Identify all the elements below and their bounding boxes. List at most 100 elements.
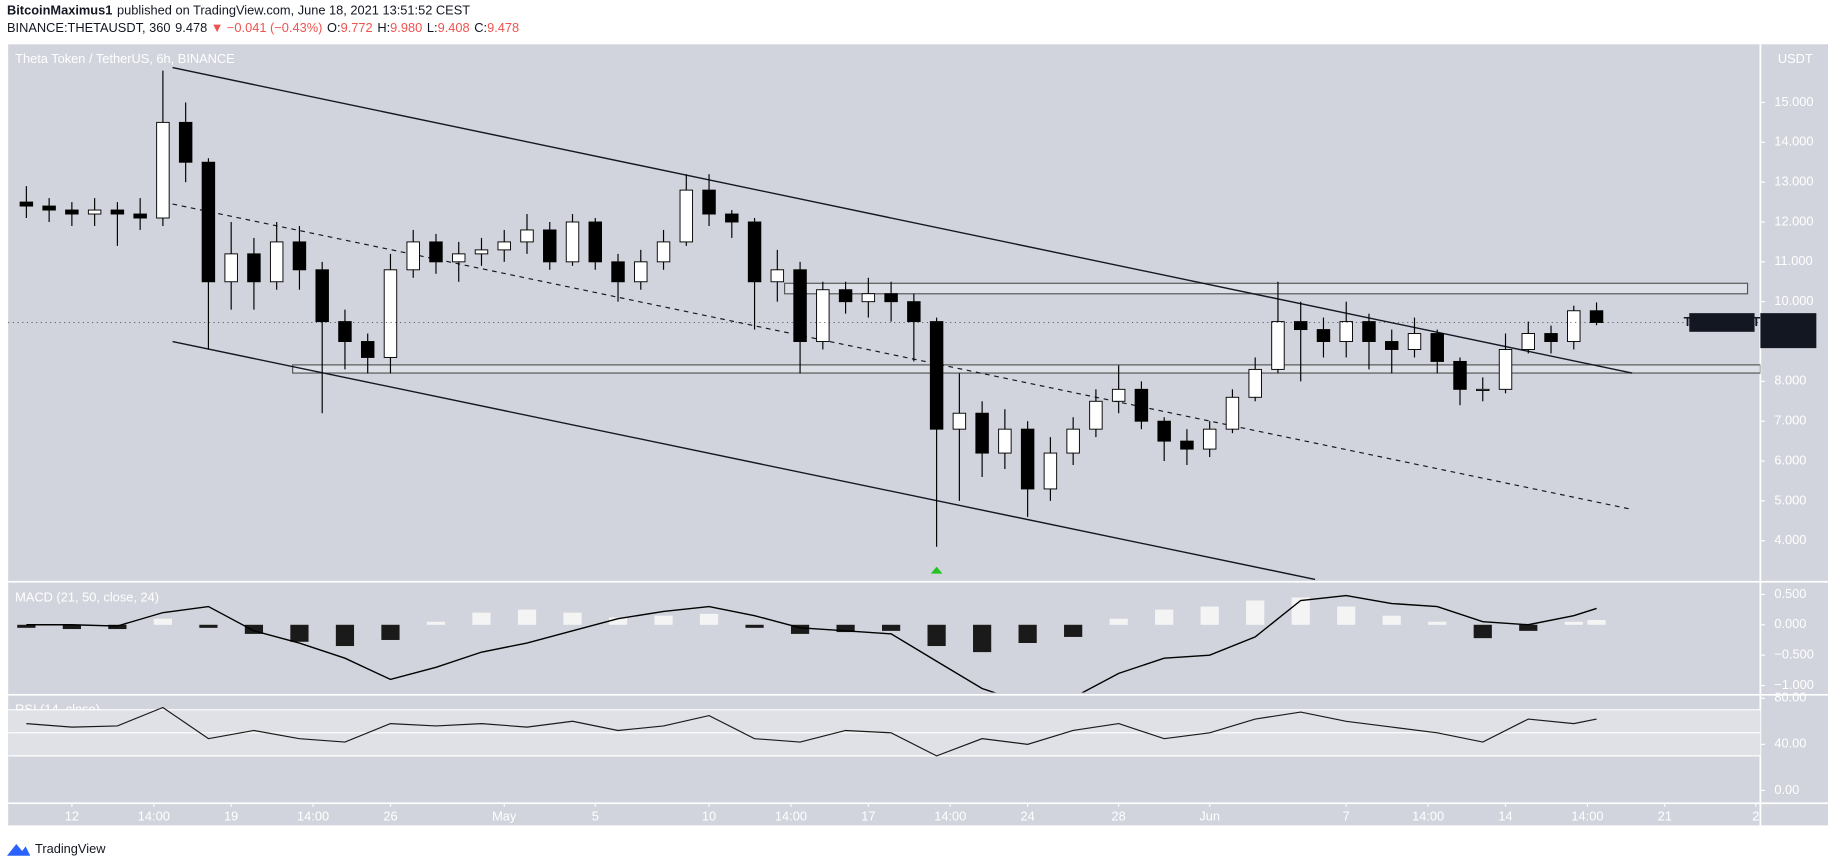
symbol-tag (1689, 313, 1755, 332)
candle-body (702, 189, 716, 215)
ohlc-value: 9.980 (390, 21, 422, 36)
brand-logo (6, 844, 31, 856)
macd-histogram-bar (1155, 609, 1174, 625)
candle-body (634, 261, 648, 283)
candle-body (1339, 321, 1353, 342)
x-tick-label: 14:00 (775, 809, 807, 824)
macd-histogram-bar (199, 624, 218, 628)
candle-body (1316, 329, 1331, 342)
macd-histogram-bar (381, 624, 400, 640)
candle-body (1248, 368, 1262, 398)
candle-body (42, 205, 56, 211)
footer: TradingView (6, 841, 106, 856)
candle-body (656, 241, 671, 263)
price-pane (19, 66, 1761, 581)
symbol-line: BINANCE:THETAUSDT, 360 9.478 ▼ −0.041 (−0.4… (7, 21, 519, 36)
macd-histogram-bar (1473, 624, 1492, 639)
resistance-box (784, 282, 1749, 295)
y-axis-unit: USDT (1778, 51, 1813, 66)
candle-body (133, 213, 147, 219)
candle-body (497, 241, 511, 251)
y-tick-label: −1.000 (1774, 677, 1814, 692)
channel-middle (172, 203, 1633, 511)
candle-body (884, 293, 898, 303)
macd-histogram-bar (927, 624, 946, 647)
candle-body (429, 241, 443, 263)
macd-histogram-bar (790, 624, 810, 634)
candle-body (793, 269, 807, 342)
macd-histogram-bar (1246, 600, 1265, 625)
macd-pane-title: MACD (21, 50, close, 24) (15, 589, 159, 604)
macd-histogram-bar (472, 612, 491, 625)
candle-body (907, 301, 921, 323)
macd-histogram-bar (881, 624, 901, 631)
x-tick-label: 14:00 (297, 809, 329, 824)
macd-histogram-bar (563, 612, 582, 625)
ohlc-label: O: (327, 21, 341, 36)
candle-body (383, 269, 398, 358)
candle-body (1225, 396, 1240, 430)
candle-body (292, 241, 307, 271)
y-tick-label: 14.000 (1774, 134, 1813, 149)
candle-body (338, 321, 352, 342)
author: BitcoinMaximus1 (7, 3, 112, 18)
candle-body (87, 209, 102, 215)
macd-histogram-bar (153, 618, 173, 625)
candle-body (201, 161, 216, 283)
x-tick-label: 12 (65, 809, 79, 824)
macd-histogram-bar (335, 624, 355, 647)
candle-body (452, 253, 466, 263)
candle-body (588, 221, 602, 263)
signal-marker (930, 566, 943, 574)
macd-histogram-bar (1064, 624, 1083, 637)
x-tick-label: 24 (1021, 809, 1035, 824)
candle-body (1202, 428, 1217, 450)
candle-body (1544, 333, 1558, 342)
price-tag (1760, 313, 1817, 349)
y-tick-label: 10.000 (1774, 293, 1813, 308)
ohlc-value: 9.478 (487, 21, 519, 36)
x-tick-label: 28 (1112, 809, 1126, 824)
candle-body (360, 341, 375, 358)
rsi-pane (8, 706, 1761, 757)
symbol-tag-label: THETAUSDT (1684, 314, 1761, 329)
macd-histogram-bar (654, 615, 673, 625)
candle-body (1476, 388, 1490, 391)
candle-body (65, 209, 79, 215)
candle-body (1089, 400, 1103, 430)
candle-body (1589, 310, 1604, 323)
candle-body (1362, 321, 1376, 342)
candle-body (565, 221, 580, 263)
y-tick-label: 5.000 (1774, 492, 1806, 507)
macd-histogram-bar (1200, 606, 1219, 625)
y-tick-label: 15.000 (1774, 94, 1813, 109)
candle-body (520, 229, 534, 243)
x-tick-label: 2 (1752, 809, 1759, 824)
candle-body (1020, 428, 1035, 490)
channel-upper (172, 66, 1633, 374)
candle-body (156, 121, 170, 219)
candle-body (1498, 349, 1513, 390)
macd-histogram-bar (517, 609, 537, 625)
candle-body (929, 321, 944, 430)
candle-body (998, 428, 1012, 454)
price-pane-title: Theta Token / TetherUS, 6h, BINANCE (15, 51, 235, 66)
candle-body (19, 201, 34, 207)
y-tick-label: 0.00 (1774, 782, 1799, 797)
candle-body (1111, 388, 1126, 402)
candle-body (224, 253, 238, 283)
x-tick-label: 14:00 (934, 809, 966, 824)
symbol: BINANCE:THETAUSDT, 360 (7, 21, 171, 36)
y-tick-label: 80.00 (1774, 690, 1806, 705)
ohlc-label: L: (427, 21, 438, 36)
y-tick-label: 4.000 (1774, 532, 1806, 547)
price: 9.478 (175, 21, 207, 36)
x-tick-label: 21 (1658, 809, 1672, 824)
candle-body (838, 289, 853, 303)
price-tag-value: 9.478 (1772, 314, 1804, 329)
x-tick-label: 14 (1498, 809, 1512, 824)
macd-histogram-bar (1519, 624, 1538, 631)
candle-body (1385, 341, 1399, 350)
macd-histogram-bar (244, 624, 264, 634)
x-tick-label: 19 (224, 809, 238, 824)
